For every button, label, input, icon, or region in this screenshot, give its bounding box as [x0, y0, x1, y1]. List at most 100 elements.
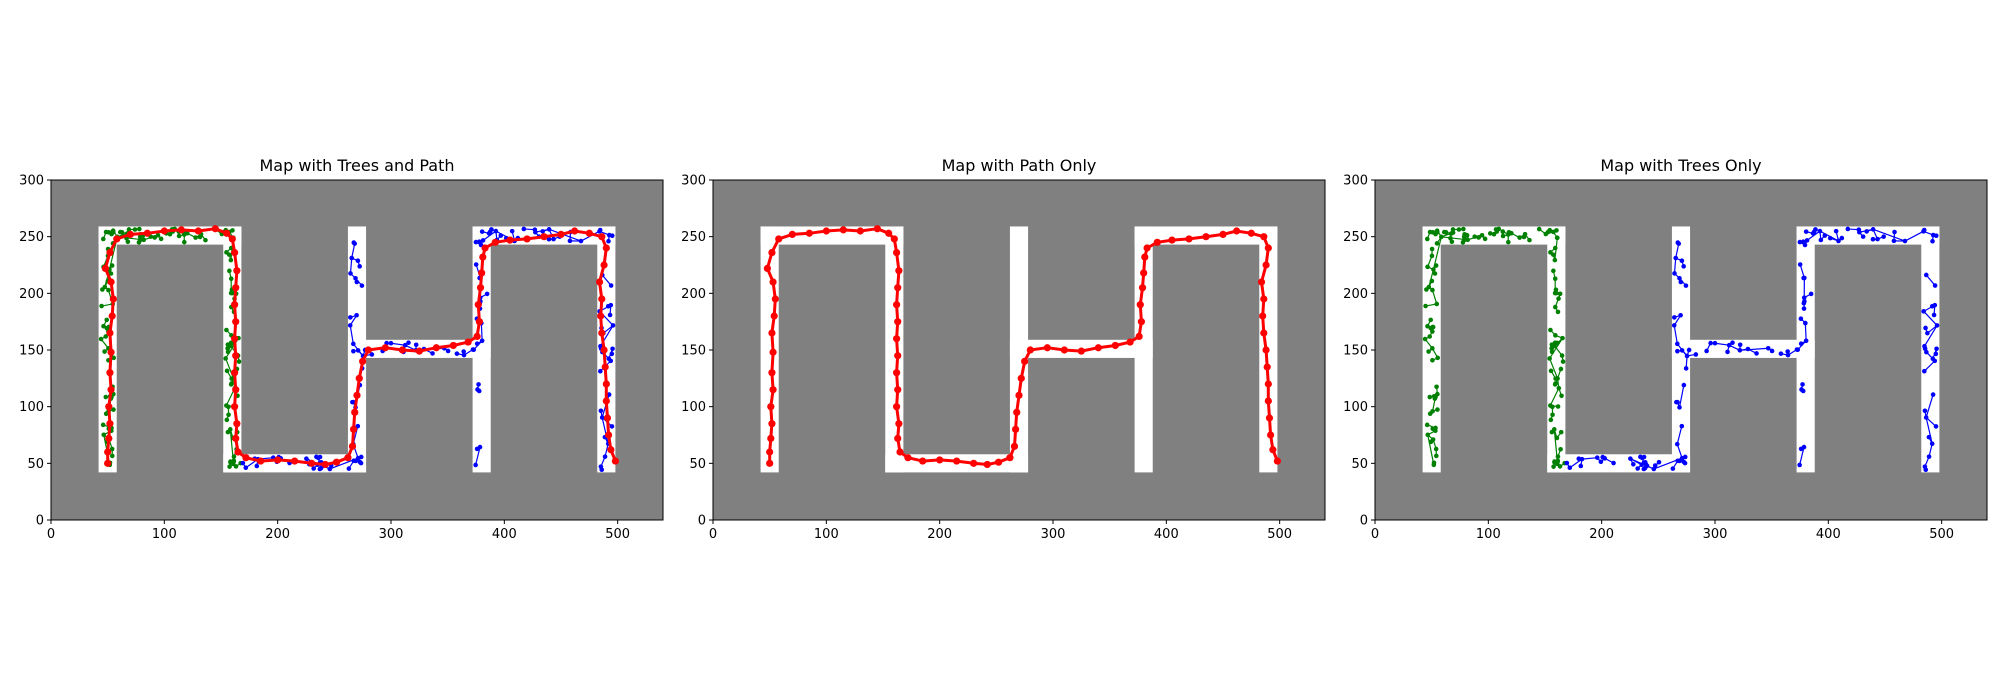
tree-node [1425, 432, 1431, 438]
path-point [600, 346, 608, 354]
tree-node [100, 236, 106, 242]
path-point [1013, 408, 1021, 416]
tree-node [605, 303, 611, 309]
path-point [611, 457, 620, 465]
path-point [805, 229, 813, 237]
tree-node [109, 231, 114, 237]
tree-node [111, 407, 116, 412]
tree-node [1677, 458, 1682, 464]
tree-node [103, 411, 109, 416]
x-tick-label: 500 [605, 527, 630, 542]
tree-node [1500, 233, 1506, 239]
path-point [540, 233, 548, 241]
path-point [473, 332, 481, 340]
tree-node [1435, 407, 1440, 412]
tree-node [1628, 456, 1633, 461]
path-point [104, 448, 112, 456]
tree-node [1679, 258, 1685, 263]
path-point [936, 456, 944, 464]
tree-node [1550, 404, 1555, 410]
tree-node [1428, 325, 1434, 331]
tree-node [1730, 340, 1735, 346]
path-point [603, 414, 612, 422]
x-tick-label: 500 [1929, 527, 1954, 542]
tree-node [1551, 268, 1556, 274]
tree-node [610, 323, 616, 328]
tree-node [1482, 236, 1488, 242]
tree-node [1491, 231, 1497, 237]
tree-node [318, 465, 324, 471]
tree-node [470, 347, 476, 352]
tree-node [1600, 454, 1606, 460]
tree-edge [1714, 342, 1730, 346]
path-point [223, 229, 231, 237]
path-point [106, 369, 114, 377]
tree-node [1800, 382, 1805, 387]
path-point [160, 227, 168, 235]
tree-node [1925, 330, 1930, 336]
tree-node [1564, 460, 1570, 466]
chart-title: Map with Trees Only [1600, 156, 1761, 175]
path-point [232, 386, 240, 394]
tree-node [1933, 424, 1939, 429]
tree-node [1472, 234, 1477, 239]
tree-node [1548, 250, 1553, 255]
tree-node [349, 255, 355, 261]
path-point [353, 391, 361, 399]
path-point [598, 233, 606, 241]
tree-node [1892, 229, 1897, 235]
path-point [919, 457, 927, 465]
tree-node [1930, 392, 1936, 397]
tree-node [1430, 426, 1436, 432]
tree-node [445, 348, 451, 354]
tree-node [1712, 340, 1718, 346]
tree-edge [601, 417, 609, 444]
path-point [232, 434, 240, 442]
tree-edge [349, 325, 354, 344]
tree-node [1557, 291, 1563, 297]
path-point [1060, 346, 1068, 354]
tree-node [1487, 231, 1493, 236]
tree-node [1801, 295, 1807, 300]
tree-node [546, 227, 552, 232]
tree-node [1902, 238, 1908, 244]
tree-edge [349, 257, 353, 274]
tree-node [609, 424, 615, 429]
tree-node [1435, 355, 1441, 361]
tree-node [1555, 454, 1561, 459]
tree-node [1476, 235, 1481, 240]
tree-node [1921, 309, 1926, 314]
tree-node [1425, 323, 1430, 329]
tree-node [304, 456, 309, 461]
path-point [768, 248, 776, 257]
tree-node [498, 233, 504, 238]
tree-node [1822, 233, 1828, 238]
tree-edge [1799, 264, 1805, 279]
path-point [904, 454, 912, 462]
path-layer [763, 225, 1281, 469]
tree-node [351, 348, 356, 354]
y-tick-label: 200 [681, 287, 706, 302]
path-point [321, 460, 329, 469]
tree-node [1934, 346, 1939, 352]
tree-node [1551, 464, 1556, 469]
x-tick-label: 400 [492, 527, 517, 542]
tree-node [1754, 351, 1759, 356]
tree-node [243, 465, 249, 471]
y-tick-label: 300 [1343, 174, 1368, 189]
tree-node [599, 467, 605, 473]
tree-node [1432, 396, 1438, 401]
tree-node [1559, 353, 1565, 358]
tree-node [1425, 264, 1430, 270]
tree-node [1785, 349, 1790, 354]
tree-node [1675, 341, 1680, 347]
tree-node [354, 279, 360, 285]
tree-node [1431, 267, 1436, 272]
path-point [351, 408, 359, 416]
path-point [359, 357, 367, 365]
tree-node [1932, 358, 1938, 364]
path-point [1262, 261, 1270, 269]
x-tick-label: 0 [709, 527, 717, 542]
tree-node [1930, 238, 1935, 244]
tree-node [1811, 229, 1817, 235]
